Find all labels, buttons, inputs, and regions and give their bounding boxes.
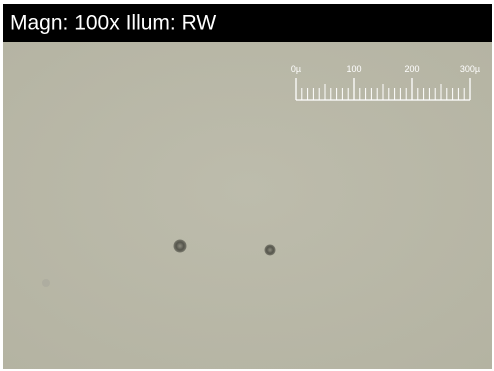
scale-label: 200 bbox=[404, 64, 419, 74]
scale-label: 100 bbox=[346, 64, 361, 74]
micrograph-view: Magn: 100x Illum: RW 0µ 100 200 300µ bbox=[0, 0, 494, 371]
header-title: Magn: 100x Illum: RW bbox=[10, 12, 216, 35]
scale-label: 300µ bbox=[460, 64, 480, 74]
particle bbox=[265, 245, 276, 256]
particle bbox=[174, 240, 187, 253]
particle bbox=[42, 279, 50, 287]
specimen-image bbox=[3, 42, 492, 369]
page: {"header": {"title": "Magn: 100x Illum: … bbox=[0, 0, 494, 371]
scale-label: 0µ bbox=[291, 64, 301, 74]
